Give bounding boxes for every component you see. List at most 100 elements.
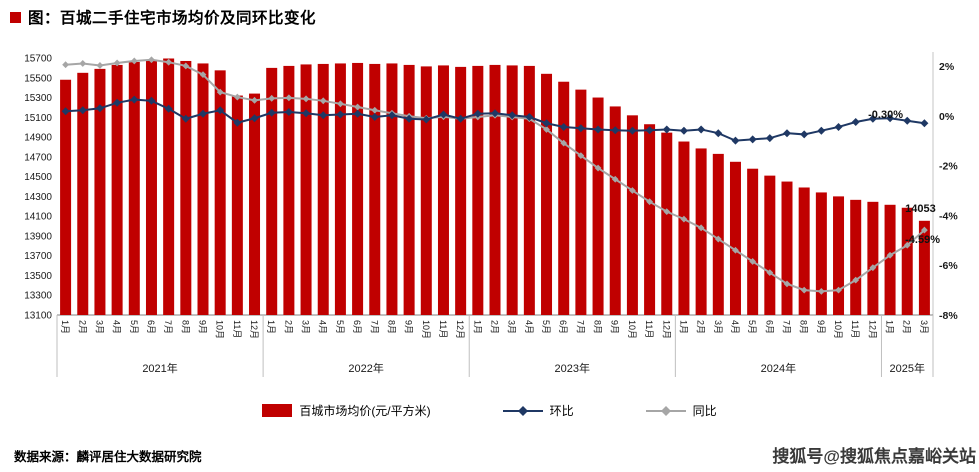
price-bars [60,58,930,316]
svg-text:2月: 2月 [77,320,87,334]
svg-text:6月: 6月 [146,320,156,334]
svg-text:9月: 9月 [816,320,826,334]
svg-text:6月: 6月 [352,320,362,334]
svg-text:3月: 3月 [713,320,723,334]
svg-text:2%: 2% [939,61,955,73]
svg-text:3月: 3月 [94,320,104,334]
legend-label-avg-price: 百城市场均价(元/平方米) [299,404,431,418]
legend-label-yoy: 同比 [692,404,717,418]
svg-text:3月: 3月 [507,320,517,334]
svg-text:6月: 6月 [558,320,568,334]
svg-text:6月: 6月 [764,320,774,334]
data-source-note: 数据来源：麟评居住大数据研究院 [14,450,202,464]
svg-text:7月: 7月 [369,320,379,334]
watermark-text: 搜狐号@搜狐焦点嘉峪关站 [772,447,976,466]
svg-text:15700: 15700 [24,54,52,65]
chart-title: 图：百城二手住宅市场均价及同环比变化 [28,10,317,27]
svg-text:-8%: -8% [939,310,958,322]
svg-text:7月: 7月 [575,320,585,334]
svg-text:5月: 5月 [747,320,757,334]
svg-text:1月: 1月 [472,320,482,334]
svg-text:11月: 11月 [438,320,448,338]
mom-line-swatch-icon [502,405,543,416]
svg-text:10月: 10月 [627,320,637,339]
svg-text:-2%: -2% [939,161,958,173]
svg-text:13700: 13700 [24,251,52,262]
svg-text:2022年: 2022年 [348,361,383,375]
svg-text:5月: 5月 [129,320,139,334]
svg-text:5月: 5月 [541,320,551,334]
svg-text:14053: 14053 [905,203,936,215]
bar-swatch-icon [262,404,293,417]
svg-text:10月: 10月 [833,320,843,339]
chart-legend: 百城市场均价(元/平方米) 环比 同比 [0,402,979,419]
svg-text:13900: 13900 [24,231,52,242]
svg-text:11月: 11月 [232,320,242,338]
annotations: -0.30% 14053 -4.59% [868,109,940,246]
red-square-bullet-icon [10,11,21,23]
svg-text:1月: 1月 [885,320,895,334]
legend-item-yoy: 同比 [645,402,717,419]
year-group-labels: 2021年 2022年 2023年 2024年 2025年 [56,315,934,377]
svg-text:13300: 13300 [24,291,52,302]
svg-text:8月: 8月 [180,320,190,334]
svg-text:2月: 2月 [490,320,500,334]
svg-text:9月: 9月 [404,320,414,334]
x-axis-month-labels: 1月 2月 3月 4月 5月 6月 7月 8月 9月 10月 11月 12月 1月 2月 3月 4月 5月 6月 7… [60,320,929,339]
svg-text:-4.59%: -4.59% [905,234,940,246]
svg-text:1月: 1月 [60,320,70,334]
svg-text:15300: 15300 [24,93,52,104]
svg-text:4月: 4月 [524,320,534,334]
svg-text:15500: 15500 [24,73,52,84]
svg-text:8月: 8月 [593,320,603,334]
svg-text:8月: 8月 [386,320,396,334]
chart-title-row: 图：百城二手住宅市场均价及同环比变化 [10,6,316,28]
svg-text:12月: 12月 [661,320,671,339]
svg-text:7月: 7月 [782,320,792,334]
svg-text:3月: 3月 [301,320,311,334]
svg-text:12月: 12月 [249,320,259,339]
svg-text:3月: 3月 [919,320,929,334]
svg-text:2024年: 2024年 [761,361,796,375]
mom-line [61,95,929,145]
legend-label-mom: 环比 [549,404,574,418]
price-trend-chart: 15700 15500 15300 15100 14900 14700 14500 14300… [24,52,958,377]
svg-text:2月: 2月 [696,320,706,334]
svg-text:12月: 12月 [455,320,465,339]
svg-text:-6%: -6% [939,260,958,272]
svg-text:10月: 10月 [421,320,431,339]
legend-item-mom: 环比 [502,402,574,419]
svg-text:14300: 14300 [24,192,52,203]
svg-text:7月: 7月 [163,320,173,334]
yoy-line-swatch-icon [645,405,686,416]
svg-text:14500: 14500 [24,172,52,183]
svg-text:4月: 4月 [318,320,328,334]
svg-text:1月: 1月 [678,320,688,334]
svg-text:14900: 14900 [24,133,52,144]
svg-text:2023年: 2023年 [555,361,590,375]
svg-text:11月: 11月 [644,320,654,338]
svg-text:10月: 10月 [215,320,225,339]
svg-text:-4%: -4% [939,210,958,222]
svg-text:11月: 11月 [850,320,860,338]
svg-text:9月: 9月 [610,320,620,334]
svg-text:2025年: 2025年 [889,361,924,375]
svg-text:4月: 4月 [112,320,122,334]
svg-text:14100: 14100 [24,212,52,223]
svg-text:2021年: 2021年 [142,361,177,375]
svg-text:9月: 9月 [198,320,208,334]
svg-text:-0.30%: -0.30% [868,109,903,121]
svg-text:5月: 5月 [335,320,345,334]
svg-text:12月: 12月 [867,320,877,339]
legend-item-avg-price: 百城市场均价(元/平方米) [262,402,431,419]
svg-text:0%: 0% [939,111,955,123]
svg-text:15100: 15100 [24,113,52,124]
svg-text:8月: 8月 [799,320,809,334]
svg-text:4月: 4月 [730,320,740,334]
svg-text:2月: 2月 [902,320,912,334]
svg-text:13500: 13500 [24,271,52,282]
svg-text:1月: 1月 [266,320,276,334]
svg-text:14700: 14700 [24,152,52,163]
svg-text:13100: 13100 [24,311,52,322]
